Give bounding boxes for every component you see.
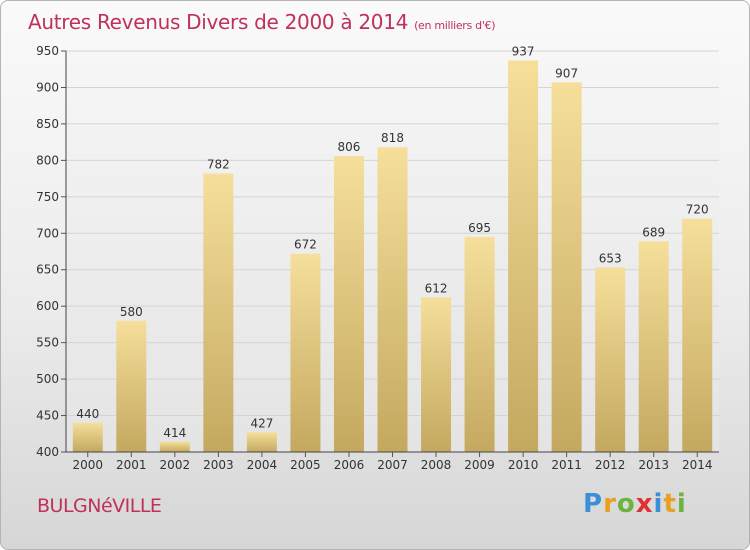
x-tick-label-2008: 2008 — [421, 458, 452, 472]
value-label-2010: 937 — [512, 44, 535, 58]
bar-2002 — [159, 441, 190, 452]
value-label-2014: 720 — [686, 203, 709, 217]
x-tick-label-2011: 2011 — [551, 458, 582, 472]
x-tick-label-2003: 2003 — [203, 458, 234, 472]
proxiti-logo: Proxiti — [583, 489, 687, 519]
y-tick-label: 950 — [36, 44, 59, 58]
x-tick-label-2014: 2014 — [682, 458, 713, 472]
y-tick-label: 450 — [36, 409, 59, 423]
value-label-2003: 782 — [207, 157, 230, 171]
bar-2004 — [246, 432, 277, 452]
chart-title-unit: (en milliers d'€) — [414, 19, 496, 32]
value-label-2012: 653 — [599, 252, 622, 266]
bar-2011 — [551, 82, 582, 453]
bar-2013 — [638, 241, 669, 452]
y-tick-label: 600 — [36, 299, 59, 313]
y-tick-label: 700 — [36, 226, 59, 240]
y-tick-label: 400 — [36, 445, 59, 459]
value-label-2000: 440 — [76, 407, 99, 421]
value-label-2011: 907 — [555, 66, 578, 80]
bar-2008 — [421, 297, 452, 452]
value-label-2006: 806 — [338, 140, 361, 154]
chart-title-text: Autres Revenus Divers de 2000 à 2014 — [28, 10, 409, 34]
value-label-2007: 818 — [381, 131, 404, 145]
y-tick-label: 800 — [36, 153, 59, 167]
chart-title: Autres Revenus Divers de 2000 à 2014 (en … — [28, 10, 496, 34]
x-tick-label-2013: 2013 — [638, 458, 669, 472]
x-tick-label-2007: 2007 — [377, 458, 408, 472]
bar-2007 — [377, 147, 408, 453]
location-label: BULGNéVILLE — [37, 495, 162, 517]
x-tick-label-2002: 2002 — [160, 458, 191, 472]
bar-2005 — [290, 253, 321, 452]
value-label-2005: 672 — [294, 238, 317, 252]
value-label-2004: 427 — [250, 416, 273, 430]
bar-2009 — [464, 236, 495, 452]
y-tick-label: 500 — [36, 372, 59, 386]
bar-2012 — [595, 267, 626, 452]
y-tick-label: 650 — [36, 263, 59, 277]
x-tick-label-2006: 2006 — [334, 458, 365, 472]
x-tick-label-2005: 2005 — [290, 458, 321, 472]
bar-2010 — [508, 60, 539, 452]
bar-2014 — [682, 218, 713, 452]
x-tick-label-2009: 2009 — [464, 458, 495, 472]
y-tick-label: 850 — [36, 117, 59, 131]
y-tick-label: 550 — [36, 336, 59, 350]
x-tick-label-2000: 2000 — [72, 458, 103, 472]
x-tick-label-2004: 2004 — [247, 458, 278, 472]
value-label-2009: 695 — [468, 221, 491, 235]
y-tick-label: 750 — [36, 190, 59, 204]
y-tick-label: 900 — [36, 80, 59, 94]
value-label-2008: 612 — [425, 281, 448, 295]
value-label-2013: 689 — [642, 225, 665, 239]
x-tick-label-2012: 2012 — [595, 458, 626, 472]
value-label-2001: 580 — [120, 305, 143, 319]
bar-2003 — [203, 173, 234, 452]
bar-2006 — [333, 155, 364, 453]
bar-2000 — [72, 422, 103, 452]
value-label-2002: 414 — [163, 426, 186, 440]
bar-2001 — [116, 320, 147, 452]
x-tick-label-2001: 2001 — [116, 458, 147, 472]
x-tick-label-2010: 2010 — [508, 458, 539, 472]
